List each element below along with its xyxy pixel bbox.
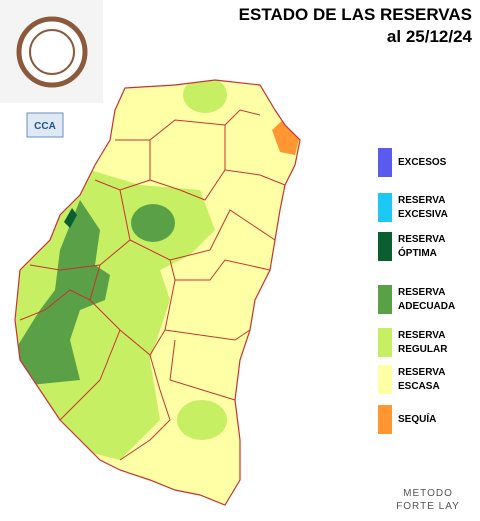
legend-label: ADECUADA [398, 301, 455, 312]
legend-label: ESCASA [398, 381, 440, 392]
method: METODO [403, 488, 453, 499]
legend: EXCESOSRESERVAEXCESIVARESERVAÓPTIMARESER… [378, 148, 455, 434]
logo [16, 16, 88, 88]
regular-zone [183, 80, 227, 113]
adequate-zone [131, 204, 175, 242]
map [14, 79, 301, 506]
legend-label: RESERVA [398, 287, 445, 298]
cca-logo [26, 112, 64, 138]
legend-label: RESERVA [398, 367, 445, 378]
legend-label: RESERVA [398, 234, 445, 245]
legend-swatch [378, 232, 392, 261]
legend-label: RESERVA [398, 330, 445, 341]
title: ESTADO DE LAS RESERVAS [239, 5, 472, 24]
regular-zone [177, 400, 227, 440]
regular-zone [15, 170, 215, 460]
legend-swatch [378, 365, 392, 394]
department-borders [19, 109, 286, 461]
legend-label: SEQUÍA [398, 412, 436, 425]
legend-swatch [378, 405, 392, 434]
legend-swatch [378, 148, 392, 177]
legend-label: REGULAR [398, 344, 448, 355]
cca-logo-text: CCA [34, 121, 56, 132]
legend-swatch [378, 285, 392, 314]
optimal-zone [64, 208, 77, 228]
method: FORTE LAY [396, 501, 460, 512]
legend-label: EXCESOS [398, 157, 447, 168]
legend-label: RESERVA [398, 195, 445, 206]
legend-label: ÓPTIMA [398, 246, 437, 259]
legend-swatch [378, 193, 392, 222]
date: al 25/12/24 [387, 27, 473, 46]
logo-inner [29, 29, 75, 75]
legend-label: EXCESIVA [398, 209, 448, 220]
legend-swatch [378, 328, 392, 357]
adequate-zone [15, 200, 110, 385]
